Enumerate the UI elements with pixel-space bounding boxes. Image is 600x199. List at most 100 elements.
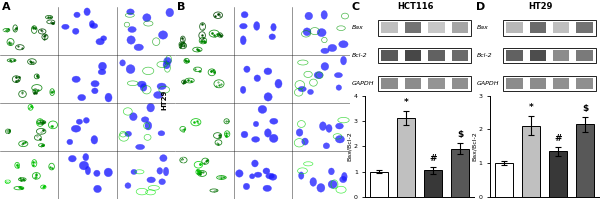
Text: LC3: LC3 [199,0,211,5]
Text: Control: Control [177,23,181,39]
Ellipse shape [140,84,147,91]
Ellipse shape [341,172,347,181]
Ellipse shape [258,105,267,113]
Bar [382,22,398,33]
Bar [378,20,472,35]
Ellipse shape [91,81,99,87]
Text: DAPI: DAPI [80,0,95,5]
Ellipse shape [310,178,317,186]
Bar [506,78,523,89]
Text: D: D [476,2,485,12]
Text: A: A [2,2,10,12]
Ellipse shape [131,169,137,175]
Bar [452,78,468,89]
Ellipse shape [314,72,323,79]
Ellipse shape [78,94,86,101]
Ellipse shape [323,143,329,149]
Bar [428,78,445,89]
Ellipse shape [303,28,311,36]
Bar [452,50,468,61]
Text: Starvation: Starvation [2,68,6,90]
Ellipse shape [158,131,165,136]
Bar [503,48,596,63]
Ellipse shape [158,31,167,39]
Ellipse shape [157,83,166,90]
Ellipse shape [326,124,332,132]
Text: LC3: LC3 [23,0,35,5]
Ellipse shape [98,62,107,70]
Bar [452,22,468,33]
Ellipse shape [317,183,325,192]
Text: Starvation: Starvation [177,68,181,90]
Text: DAPI: DAPI [256,0,270,5]
Ellipse shape [136,144,145,150]
Ellipse shape [105,93,112,102]
Text: C: C [352,2,360,12]
Ellipse shape [154,92,163,99]
Ellipse shape [270,118,278,124]
Ellipse shape [241,12,248,18]
Bar [382,50,398,61]
Bar [503,76,596,91]
Ellipse shape [134,44,143,51]
Ellipse shape [72,76,80,82]
Ellipse shape [71,125,81,132]
Bar [577,78,593,89]
Ellipse shape [271,23,276,31]
Ellipse shape [269,134,278,142]
Ellipse shape [319,122,326,131]
Ellipse shape [74,12,80,18]
Ellipse shape [321,48,329,54]
Bar [506,50,523,61]
Ellipse shape [91,136,98,144]
Bar [553,78,569,89]
Ellipse shape [243,183,250,190]
Text: Merge: Merge [136,0,156,5]
Ellipse shape [269,174,277,180]
Ellipse shape [67,139,73,145]
Bar [405,50,421,61]
Ellipse shape [241,131,248,138]
Bar [378,48,472,63]
Text: GAPDH: GAPDH [352,81,374,86]
Ellipse shape [83,153,89,161]
Bar [577,22,593,33]
Ellipse shape [334,73,343,78]
Ellipse shape [241,86,246,94]
Text: Bax: Bax [476,25,488,30]
Ellipse shape [305,12,313,20]
Ellipse shape [143,14,151,22]
Ellipse shape [126,65,135,74]
Ellipse shape [254,75,260,82]
Text: HT29: HT29 [528,2,552,11]
Ellipse shape [336,85,341,90]
Ellipse shape [104,168,112,177]
Ellipse shape [163,61,170,69]
Ellipse shape [239,23,247,29]
Ellipse shape [85,166,91,175]
Bar [428,22,445,33]
Ellipse shape [125,183,131,188]
Bar [553,50,569,61]
Ellipse shape [299,172,304,179]
Text: GAPDH: GAPDH [476,81,499,86]
Ellipse shape [90,23,98,28]
Text: Bcl-2: Bcl-2 [352,53,367,58]
Ellipse shape [89,20,95,28]
Ellipse shape [96,38,104,45]
Ellipse shape [127,9,134,15]
Ellipse shape [264,68,272,75]
Bar [530,22,546,33]
Text: Bcl-2: Bcl-2 [476,53,492,58]
Ellipse shape [317,29,326,37]
Ellipse shape [253,121,259,127]
Bar [503,20,596,35]
Ellipse shape [296,129,303,136]
Ellipse shape [92,88,98,94]
Bar [382,78,398,89]
Ellipse shape [266,173,275,179]
Ellipse shape [251,160,258,167]
Ellipse shape [264,93,272,101]
Ellipse shape [98,69,106,75]
Ellipse shape [128,27,136,32]
